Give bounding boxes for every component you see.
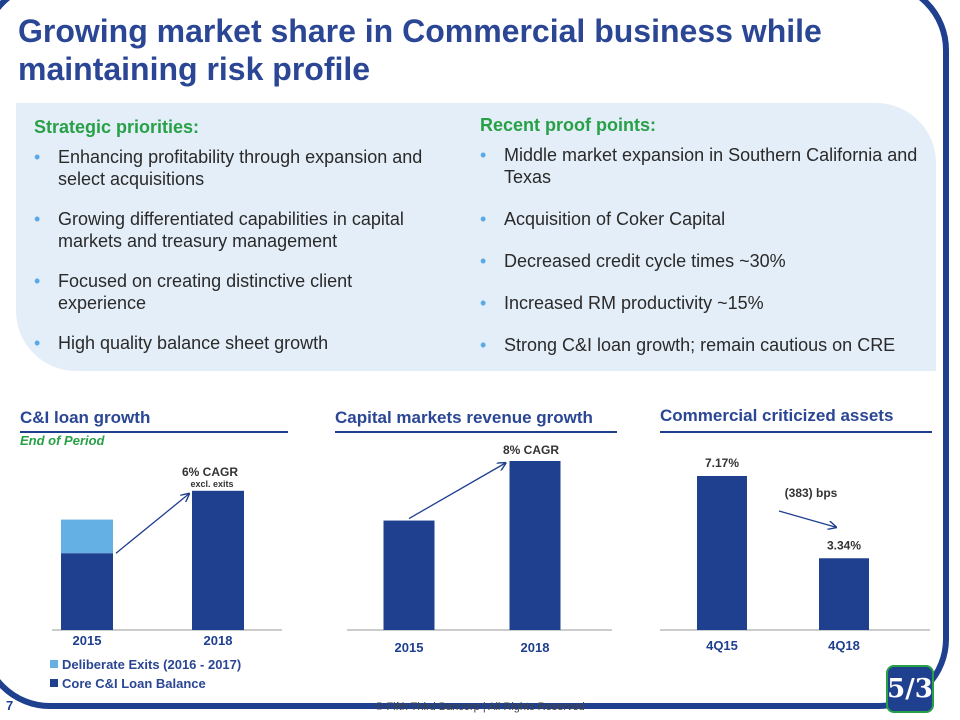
list-item: • Decreased credit cycle times ~30% xyxy=(480,251,786,271)
chart2-bar-2018 xyxy=(509,461,561,630)
list-item: • Strong C&I loan growth; remain cautious… xyxy=(480,335,896,355)
chart2-tick-label: 2015 xyxy=(395,640,424,655)
chart3-data-label: 3.34% xyxy=(827,538,861,552)
strategic-priorities: Strategic priorities: • Enhancing profita… xyxy=(34,117,434,372)
list-item: • Focused on creating distinctive client … xyxy=(34,271,353,313)
chart3-title-rule xyxy=(660,431,932,433)
bullet-icon: • xyxy=(480,335,487,355)
list-item: • Acquisition of Coker Capital xyxy=(480,209,726,229)
chart2-cagr-label: 8% CAGR xyxy=(503,443,559,457)
bullet-icon: • xyxy=(34,209,41,229)
chart1-title-rule xyxy=(20,431,288,433)
list-item: • Middle market expansion in Southern Cal… xyxy=(480,145,918,187)
chart3-data-label: 7.17% xyxy=(705,456,739,470)
footer-copyright: © Fifth Third Bancorp | All Rights Reser… xyxy=(375,701,585,713)
slide-frame xyxy=(0,0,949,709)
chart1-tick-label: 2015 xyxy=(73,633,102,648)
fifth-third-logo-icon: 5/3 xyxy=(886,665,934,713)
chart1-subtitle: End of Period xyxy=(20,433,105,448)
legend-item-exits: Deliberate Exits (2016 - 2017) xyxy=(50,657,241,672)
chart1-bar-2018-core xyxy=(192,490,244,630)
list-item: • High quality balance sheet growth xyxy=(34,333,329,353)
chart3-bar-4Q18 xyxy=(819,558,869,630)
chart1-cagr-label: 6% CAGR xyxy=(182,465,238,479)
chart3-tick-label: 4Q15 xyxy=(706,638,738,653)
chart1-cagr-arrow xyxy=(115,494,189,554)
chart1-title: C&I loan growth xyxy=(20,408,151,427)
legend-item-core: Core C&I Loan Balance xyxy=(50,676,206,691)
chart3-decline-arrow xyxy=(778,510,836,527)
legend-swatch-core xyxy=(50,679,58,687)
chart2-title-rule xyxy=(335,431,617,433)
chart2-bar-2015 xyxy=(383,520,435,630)
chart2-title: Capital markets revenue growth xyxy=(335,408,593,427)
page-number: 7 xyxy=(6,698,14,713)
bullet-icon: • xyxy=(480,145,487,165)
chart2: 2015 2018 8% CAGR xyxy=(347,443,612,655)
strategic-list: • Enhancing profitability through expansi… xyxy=(34,146,434,354)
chart3: 7.17% 4Q15 3.34% 4Q18 (383) bps xyxy=(660,456,930,653)
bullet-icon: • xyxy=(480,209,487,229)
strategic-heading: Strategic priorities: xyxy=(34,117,200,137)
proof-list: • Middle market expansion in Southern Cal… xyxy=(480,144,935,356)
chart1-tick-label: 2018 xyxy=(204,633,233,648)
priorities-panel: Strategic priorities: • Enhancing profita… xyxy=(16,103,936,371)
bullet-icon: • xyxy=(34,147,41,167)
chart3-bps-label: (383) bps xyxy=(785,486,838,500)
chart1-cagr-sublabel: excl. exits xyxy=(190,479,233,489)
bullet-icon: • xyxy=(34,271,41,291)
list-item: • Enhancing profitability through expansi… xyxy=(34,147,423,189)
chart2-cagr-arrow xyxy=(408,463,506,520)
chart1-bar-2015-exits xyxy=(61,519,113,554)
chart3-bar-4Q15 xyxy=(697,476,747,630)
chart3-tick-label: 4Q18 xyxy=(828,638,860,653)
chart2-tick-label: 2018 xyxy=(521,640,550,655)
legend-swatch-exits xyxy=(50,660,58,668)
chart3-title: Commercial criticized assets xyxy=(660,406,894,425)
slide-title: Growing market share in Commercial busin… xyxy=(18,13,822,87)
list-item: • Increased RM productivity ~15% xyxy=(480,293,764,313)
proof-heading: Recent proof points: xyxy=(480,115,656,135)
chart1-bar-2015-core xyxy=(61,553,113,630)
bullet-icon: • xyxy=(480,251,487,271)
recent-proof-points: Recent proof points: • Middle market expa… xyxy=(480,115,935,376)
bullet-icon: • xyxy=(34,333,41,353)
bullet-icon: • xyxy=(480,293,487,313)
list-item: • Growing differentiated capabilities in … xyxy=(34,209,404,251)
